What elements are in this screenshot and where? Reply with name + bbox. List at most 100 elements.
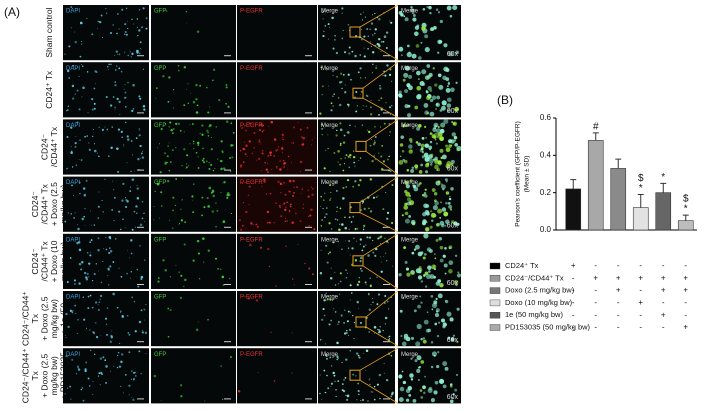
cell-signal [365,370,367,371]
cell-signal [260,246,263,249]
cell-signal [372,391,374,393]
cell-signal [116,97,119,101]
cell-signal [223,167,226,170]
cell-signal [360,13,362,15]
cell-signal [332,105,334,107]
cell-signal [345,269,348,272]
cell-signal [336,341,339,345]
cell-signal [377,328,379,331]
error-bar [592,132,599,141]
cell-signal [270,331,272,334]
cell-signal [116,147,119,150]
cell-signal [440,122,446,128]
cell-signal [426,6,429,9]
channel-label: P-EGFR [240,295,263,301]
cell-signal [222,398,224,401]
cell-signal [248,203,250,206]
cell-signal [424,188,427,191]
cell-signal [96,152,98,154]
row-label: /CD44⁺ Tx [40,183,50,224]
cell-signal [101,36,104,38]
cell-signal [418,365,422,369]
cell-signal [368,207,370,210]
cell-signal [323,10,325,12]
cell-signal [370,113,373,116]
cell-signal [279,160,281,162]
cell-signal [140,152,143,155]
cell-signal [308,225,310,227]
cell-signal [365,349,369,353]
cell-signal [215,225,217,228]
cell-signal [99,357,103,360]
cell-signal [276,168,277,169]
cell-signal [88,276,90,278]
cell-signal [301,143,304,146]
cell-signal [169,276,172,278]
cell-signal [108,63,110,66]
cell-signal [201,159,204,162]
cell-signal [333,152,336,154]
cell-signal [210,163,213,166]
cell-signal [420,396,424,399]
cell-signal [183,285,185,288]
cell-signal [98,270,99,272]
cell-signal [347,310,350,313]
cell-signal [275,165,278,168]
cell-signal [434,253,436,255]
channel-label: Merge [321,352,339,358]
cell-signal [116,366,119,369]
cell-signal [187,83,189,85]
legend-swatch [489,312,501,319]
cell-signal [385,46,388,49]
cell-signal [94,70,97,73]
cell-signal [343,51,347,54]
cell-signal [66,135,69,139]
cell-signal [172,209,174,212]
scale-bar [224,112,231,114]
cell-signal [77,318,79,321]
cell-signal [135,137,138,139]
cell-signal [367,47,369,50]
treatment-mark: - [572,310,575,319]
cell-signal [192,101,196,104]
cell-signal [229,277,231,280]
cell-signal [406,113,412,118]
cell-signal [181,164,183,167]
cell-signal [183,131,185,133]
cell-signal [74,93,76,95]
cell-signal [322,18,324,20]
cell-signal [429,111,435,117]
cell-signal [133,23,135,25]
cell-signal [431,264,437,270]
channel-label: DAPI [66,9,80,15]
cell-signal [79,139,81,142]
cell-signal [226,120,229,123]
cell-signal [347,178,350,182]
cell-signal [131,296,134,299]
cell-signal [424,110,429,115]
cell-signal [370,138,372,140]
cell-signal [356,105,358,107]
cell-signal [406,44,410,48]
cell-signal [406,197,411,202]
cell-signal [430,341,434,344]
cell-signal [293,186,295,189]
cell-signal [376,43,379,46]
cell-signal [242,147,245,151]
cell-signal [159,171,162,174]
cell-signal [336,190,338,192]
micrograph [398,5,461,61]
cell-signal [383,372,385,374]
treatment-mark: - [572,298,575,307]
cell-signal [221,275,225,279]
cell-signal [136,212,138,214]
cell-signal [439,220,445,226]
cell-signal [429,11,432,15]
cell-signal [338,357,340,359]
cell-signal [70,213,73,215]
cell-signal [105,95,108,99]
cell-signal [291,221,295,224]
cell-signal [435,108,438,111]
zoom-box [349,26,361,38]
cell-signal [248,122,251,125]
